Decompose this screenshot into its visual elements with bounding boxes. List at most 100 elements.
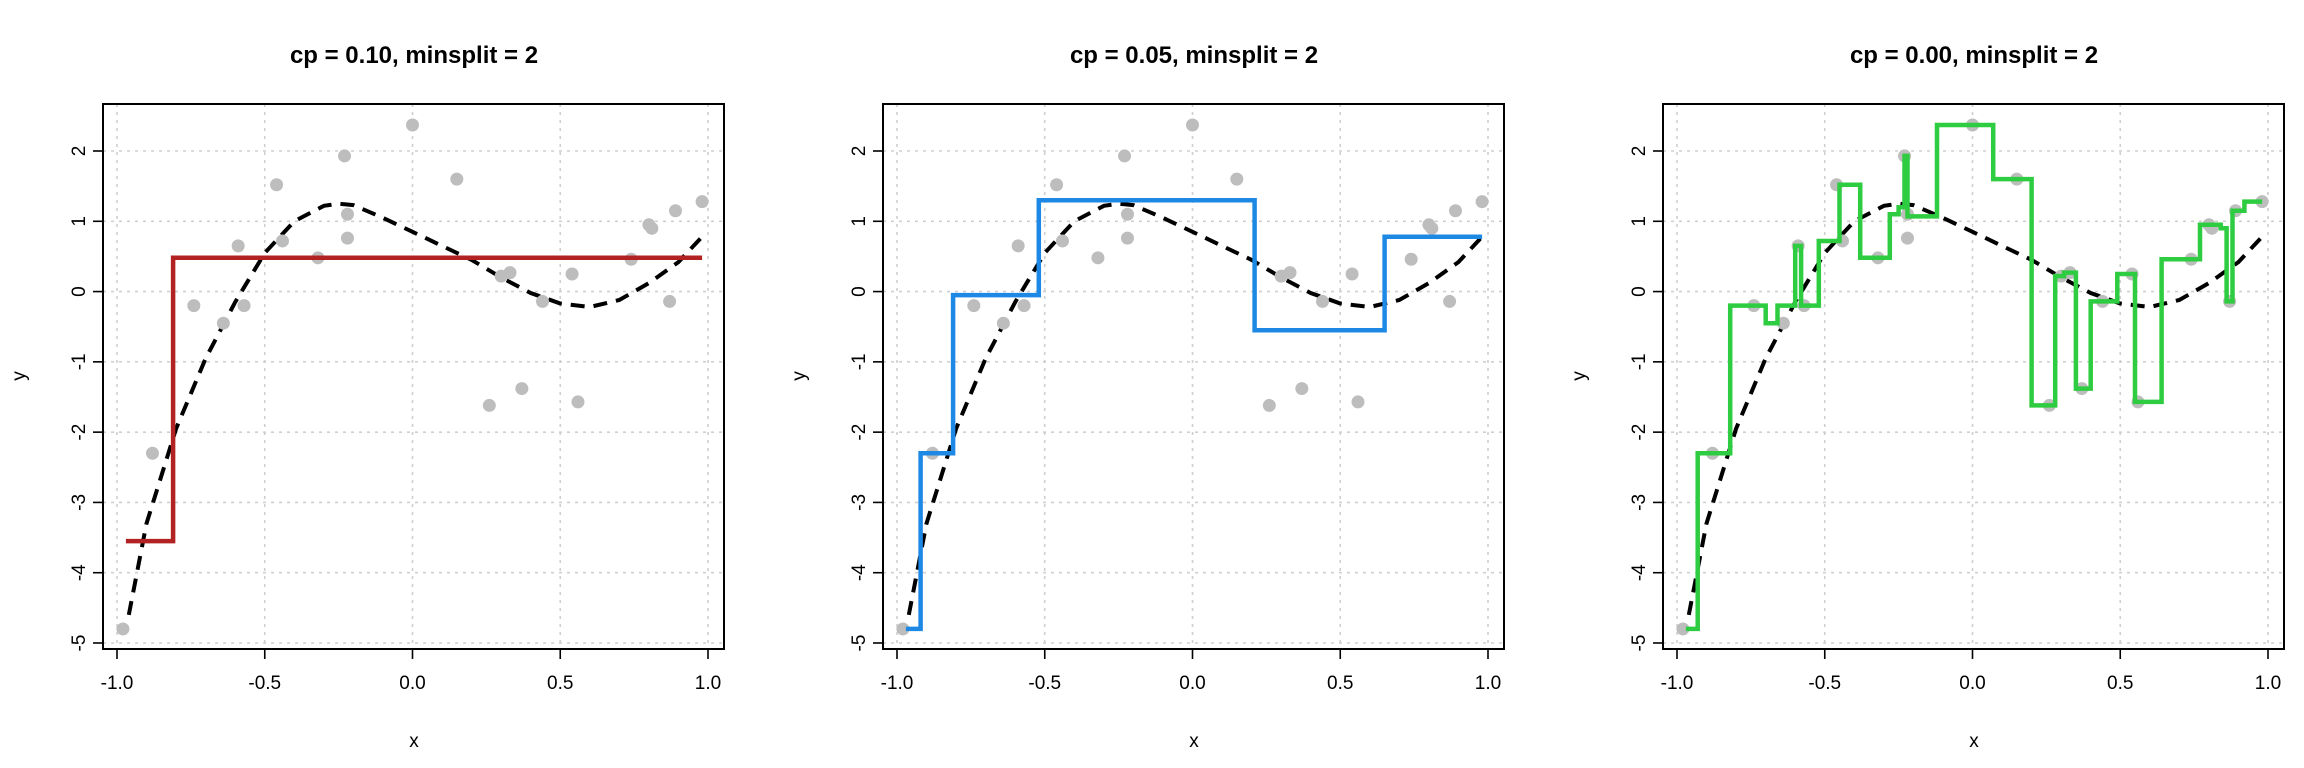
data-point <box>1118 149 1132 163</box>
plot-frame <box>882 103 1505 650</box>
data-point <box>1091 251 1105 265</box>
data-point <box>571 395 585 409</box>
x-axis: -1.0 -0.5 0.0 0.5 1.0 <box>101 649 721 694</box>
data-point <box>996 316 1010 330</box>
data-point <box>1676 622 1690 636</box>
y-tick-label: 0 <box>849 286 870 297</box>
y-tick-label: 0 <box>1629 286 1650 297</box>
grid <box>883 104 1504 649</box>
y-tick-label: 1 <box>849 216 870 227</box>
data-point <box>1900 231 1914 245</box>
x-tick-label: 1.0 <box>695 673 721 694</box>
true-function-curve <box>1686 201 2264 616</box>
tree-fit-step-line <box>1685 122 2263 632</box>
data-point <box>1425 221 1439 235</box>
panel-title: cp = 0.10, minsplit = 2 <box>290 42 538 69</box>
data-point <box>237 299 251 313</box>
data-point <box>450 172 464 186</box>
data-point <box>1050 178 1064 192</box>
data-point <box>406 118 419 132</box>
x-axis: -1.0 -0.5 0.0 0.5 1.0 <box>1661 649 2281 694</box>
data-point <box>1404 252 1418 266</box>
y-tick-label: -4 <box>1629 564 1650 581</box>
data-point <box>1776 316 1790 330</box>
data-point <box>116 622 130 636</box>
data-point <box>275 234 289 248</box>
y-tick-label: -1 <box>69 353 90 370</box>
data-point <box>565 267 579 281</box>
x-axis-label: x <box>1969 731 1979 752</box>
x-tick-label: 0.0 <box>1179 673 1205 694</box>
y-tick-label: -5 <box>69 635 90 652</box>
data-point <box>340 207 354 221</box>
data-point <box>1011 239 1025 253</box>
data-point <box>1230 172 1244 186</box>
x-tick-label: -1.0 <box>881 673 914 694</box>
x-tick-label: -0.5 <box>1808 673 1841 694</box>
x-axis-label: x <box>1189 731 1199 752</box>
y-tick-label: 0 <box>69 286 90 297</box>
true-function-curve <box>906 201 1484 616</box>
fit-layer <box>1685 122 2263 632</box>
y-axis: -5 -4 -3 -2 -1 0 1 2 <box>849 146 883 652</box>
x-tick-label: 0.0 <box>1959 673 1985 694</box>
x-tick-label: -0.5 <box>1028 673 1061 694</box>
y-tick-label: -3 <box>849 494 870 511</box>
tree-fit-step-line <box>905 197 1483 632</box>
data-point <box>1316 294 1330 308</box>
x-tick-label: 1.0 <box>2255 673 2281 694</box>
y-tick-label: -2 <box>1629 424 1650 441</box>
x-tick-label: 0.5 <box>547 673 573 694</box>
plot-frame <box>1662 103 2285 650</box>
data-point <box>1262 398 1276 412</box>
x-tick-label: 0.0 <box>399 673 425 694</box>
x-tick-label: 0.5 <box>1327 673 1353 694</box>
x-axis-label: x <box>409 731 419 752</box>
data-point <box>270 178 284 192</box>
y-tick-label: -3 <box>1629 494 1650 511</box>
y-tick-label: -5 <box>849 635 870 652</box>
x-tick-label: 1.0 <box>1475 673 1501 694</box>
y-axis-label: y <box>9 371 30 381</box>
data-point <box>896 622 910 636</box>
data-point <box>1345 267 1359 281</box>
data-point <box>340 231 354 245</box>
plot-frame <box>102 103 725 650</box>
true-curve-layer <box>906 201 1484 616</box>
y-tick-label: -4 <box>849 564 870 581</box>
panel-title: cp = 0.00, minsplit = 2 <box>1850 42 2098 69</box>
y-axis: -5 -4 -3 -2 -1 0 1 2 <box>1629 146 1663 652</box>
data-point <box>668 204 682 218</box>
panel-2: cp = 0.05, minsplit = 2 -1.0 -0.5 0.0 0.5 1.… <box>789 42 1505 752</box>
y-tick-label: -1 <box>1629 353 1650 370</box>
data-point <box>1448 204 1462 218</box>
points-layer <box>1676 118 2269 636</box>
data-point <box>503 266 517 280</box>
data-point <box>1120 231 1134 245</box>
y-tick-label: -3 <box>69 494 90 511</box>
y-axis-label: y <box>789 371 810 381</box>
data-point <box>663 294 677 308</box>
data-point <box>1120 207 1134 221</box>
data-point <box>1475 195 1489 209</box>
grid <box>103 104 724 649</box>
y-tick-label: -5 <box>1629 635 1650 652</box>
y-tick-label: 2 <box>69 146 90 157</box>
tree-fit-step-line <box>125 255 703 544</box>
data-point <box>1351 395 1365 409</box>
y-axis-label: y <box>1569 371 1590 381</box>
data-point <box>1283 266 1297 280</box>
panel-1: cp = 0.10, minsplit = 2 -1.0 -0.5 0.0 0.5 1.… <box>9 42 725 752</box>
x-tick-label: -1.0 <box>101 673 134 694</box>
y-tick-label: 2 <box>849 146 870 157</box>
data-point <box>216 316 230 330</box>
data-point <box>1295 382 1309 396</box>
points-layer <box>896 118 1489 636</box>
true-curve-layer <box>1686 201 2264 616</box>
data-point <box>536 294 550 308</box>
fit-layer <box>905 197 1483 632</box>
data-point <box>967 299 981 313</box>
true-curve-layer <box>126 201 704 616</box>
data-point <box>645 221 659 235</box>
